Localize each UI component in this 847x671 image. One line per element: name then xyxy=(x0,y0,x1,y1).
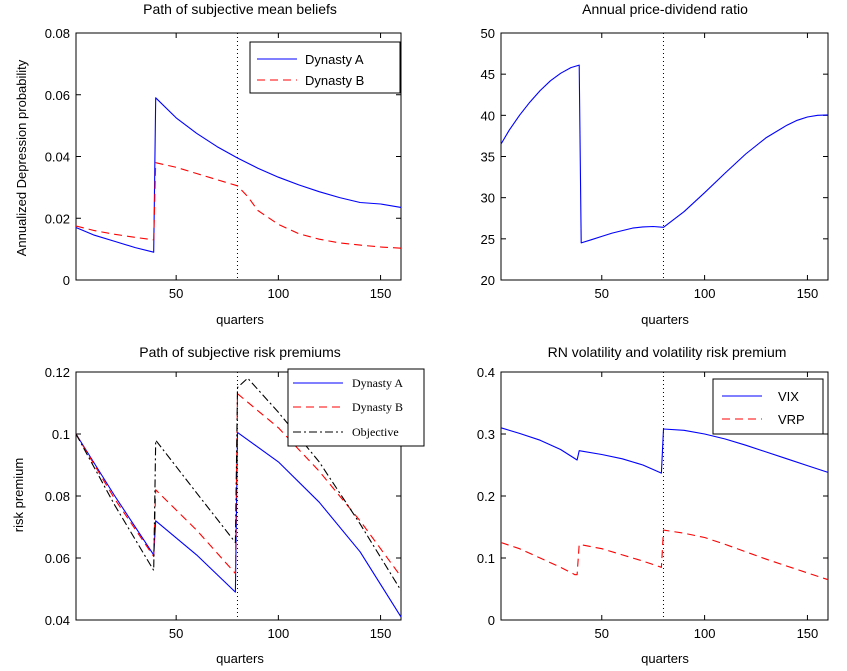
panel-title: Path of subjective mean beliefs xyxy=(143,1,337,17)
y-axis-label: risk premium xyxy=(11,458,26,532)
y-tick-label: 0.3 xyxy=(477,427,495,442)
x-tick-label: 50 xyxy=(169,626,183,641)
y-tick-label: 40 xyxy=(481,108,495,123)
legend-box xyxy=(712,378,824,435)
x-tick-label: 50 xyxy=(595,286,609,301)
panel-title: RN volatility and volatility risk premiu… xyxy=(548,344,787,360)
y-tick-label: 0.08 xyxy=(45,489,70,504)
legend: Dynasty A Dynasty B xyxy=(249,41,401,94)
y-axis-label: Annualized Depression probability xyxy=(14,59,29,256)
x-tick-label: 100 xyxy=(268,626,290,641)
y-tick-label: 0.4 xyxy=(477,365,495,380)
y-tick-label: 45 xyxy=(481,67,495,82)
y-tick-label: 0.1 xyxy=(52,427,70,442)
x-tick-label: 100 xyxy=(694,626,716,641)
series-line-vrp xyxy=(500,529,829,581)
series-line-dynasty-a xyxy=(75,97,402,253)
series-line-series-0 xyxy=(500,64,829,244)
y-tick-label: 0.04 xyxy=(45,150,70,165)
legend-label-dynasty-a: Dynasty A xyxy=(352,376,403,390)
plot-area xyxy=(500,32,829,281)
y-tick-label: 20 xyxy=(481,273,495,288)
y-tick-label: 35 xyxy=(481,150,495,165)
x-axis-label: quarters xyxy=(216,651,264,666)
legend-label-vix: VIX xyxy=(778,389,799,404)
x-tick-label: 50 xyxy=(595,626,609,641)
x-tick-label: 150 xyxy=(797,286,819,301)
y-tick-label: 0 xyxy=(63,273,70,288)
y-tick-label: 0.12 xyxy=(45,365,70,380)
series-line-objective xyxy=(75,377,402,591)
x-tick-label: 100 xyxy=(694,286,716,301)
legend-label-dynasty-b: Dynasty B xyxy=(352,400,403,414)
x-axis-label: quarters xyxy=(216,312,264,327)
panel-title: Annual price-dividend ratio xyxy=(582,1,748,17)
y-tick-label: 0.06 xyxy=(45,551,70,566)
y-tick-label: 50 xyxy=(481,26,495,41)
y-tick-label: 0 xyxy=(488,613,495,628)
panel-rn-volatility: RN volatility and volatility risk premiu… xyxy=(477,344,829,666)
series-line-dynasty-b xyxy=(75,162,402,249)
series-line-vix xyxy=(500,427,829,474)
series-line-dynasty-a xyxy=(75,431,402,618)
y-tick-label: 0.1 xyxy=(477,551,495,566)
legend-label-dynasty-b: Dynasty B xyxy=(305,73,364,88)
y-tick-label: 0.06 xyxy=(45,88,70,103)
legend-box xyxy=(249,41,401,94)
panel-title: Path of subjective risk premiums xyxy=(139,344,341,360)
y-tick-label: 25 xyxy=(481,232,495,247)
legend-label-dynasty-a: Dynasty A xyxy=(305,52,364,67)
y-tick-label: 30 xyxy=(481,191,495,206)
panel-price-dividend-ratio: Annual price-dividend ratio quarters 50 1… xyxy=(481,1,829,327)
panel-subjective-mean-beliefs: Path of subjective mean beliefs quarters… xyxy=(14,1,402,327)
x-tick-label: 100 xyxy=(268,286,290,301)
series-line-dynasty-b xyxy=(75,393,402,577)
x-tick-label: 150 xyxy=(370,626,392,641)
y-tick-label: 0.2 xyxy=(477,489,495,504)
y-tick-label: 0.02 xyxy=(45,211,70,226)
legend: Dynasty A Dynasty B Objective xyxy=(287,368,425,447)
x-tick-label: 150 xyxy=(370,286,392,301)
x-tick-label: 150 xyxy=(797,626,819,641)
x-axis-label: quarters xyxy=(641,312,689,327)
x-tick-label: 50 xyxy=(169,286,183,301)
legend-label-vrp: VRP xyxy=(778,412,805,427)
legend-label-objective: Objective xyxy=(352,425,399,439)
x-axis-label: quarters xyxy=(641,651,689,666)
panel-subjective-risk-premiums: Path of subjective risk premiums quarter… xyxy=(11,344,425,666)
legend: VIX VRP xyxy=(712,378,824,435)
y-tick-label: 0.04 xyxy=(45,613,70,628)
y-tick-label: 0.08 xyxy=(45,26,70,41)
